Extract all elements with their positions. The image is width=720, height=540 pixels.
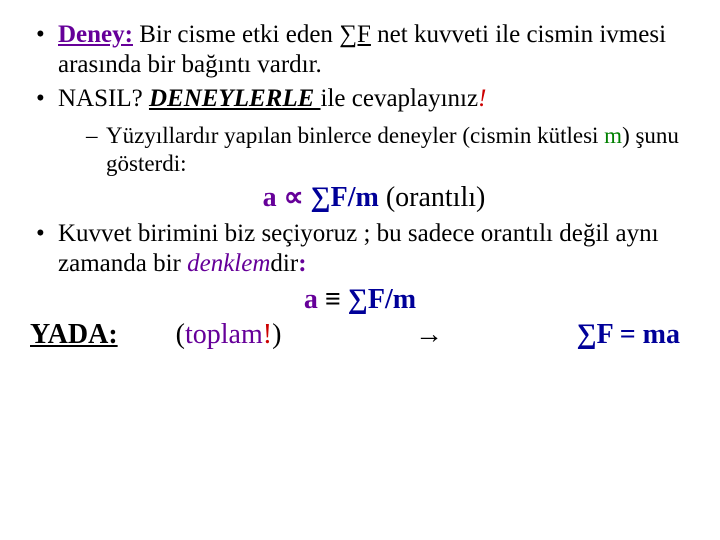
sigmaF-underline: ∑F bbox=[339, 21, 371, 48]
equation-proportional: a ∝ ∑F/m (orantılı) bbox=[58, 181, 690, 215]
sub-paren-close: ) bbox=[622, 123, 635, 148]
sub-bullet: Yüzyıllardır yapılan binlerce deneyler (… bbox=[86, 122, 690, 177]
toplam-group: (toplam!) bbox=[176, 318, 282, 352]
mass-m: m bbox=[604, 123, 622, 148]
bullet-deney: Deney: Bir cisme etki eden ∑F net kuvvet… bbox=[30, 20, 690, 80]
deneylerle-label: DENEYLERLE bbox=[149, 85, 321, 112]
sub-paren-open: (cismin kütlesi bbox=[462, 123, 604, 148]
bullet3-text1: Kuvvet birimini biz seçiyoruz ; bu sadec… bbox=[58, 220, 659, 277]
equation-equiv: a ≡ ∑F/m bbox=[30, 283, 690, 317]
eq1-a: a bbox=[263, 182, 277, 213]
eq1-prop: ∝ bbox=[277, 182, 311, 213]
nasil-label: NASIL? bbox=[58, 85, 149, 112]
exclaim-red: ! bbox=[478, 85, 486, 112]
eq2-equiv: ≡ bbox=[318, 284, 348, 315]
last-line: YADA: (toplam!) → ∑F = ma bbox=[30, 318, 690, 352]
deney-label: Deney: bbox=[58, 21, 133, 48]
paren-open: ( bbox=[176, 319, 185, 350]
bullet1-text1: Bir cisme etki eden bbox=[133, 21, 339, 48]
bullet-list: Deney: Bir cisme etki eden ∑F net kuvvet… bbox=[30, 20, 690, 279]
bullet-nasil: NASIL? DENEYLERLE ile cevaplayınız! Yüzy… bbox=[30, 84, 690, 215]
sub-part1: Yüzyıllardır yapılan binlerce deneyler bbox=[106, 123, 462, 148]
toplam-bang: ! bbox=[263, 319, 272, 350]
ile-text: ile cevaplayınız bbox=[321, 85, 479, 112]
eq1-sigmafm: ∑F/m bbox=[311, 182, 379, 213]
arrow-symbol: → bbox=[281, 318, 576, 352]
bullet-kuvvet: Kuvvet birimini biz seçiyoruz ; bu sadec… bbox=[30, 219, 690, 279]
eq2-sigmafm: ∑F/m bbox=[348, 284, 416, 315]
bullet3-dir: dir bbox=[270, 250, 298, 277]
sigmaF-ma: ∑F = ma bbox=[577, 318, 680, 352]
sub-list: Yüzyıllardır yapılan binlerce deneyler (… bbox=[86, 122, 690, 177]
eq2-a: a bbox=[304, 284, 318, 315]
denklem-word: denklem bbox=[187, 250, 270, 277]
toplam-word: toplam bbox=[185, 319, 263, 350]
eq1-orantili: (orantılı) bbox=[379, 182, 486, 213]
yada-label: YADA: bbox=[30, 318, 118, 352]
paren-close: ) bbox=[272, 319, 281, 350]
bullet3-colon: : bbox=[298, 250, 306, 277]
